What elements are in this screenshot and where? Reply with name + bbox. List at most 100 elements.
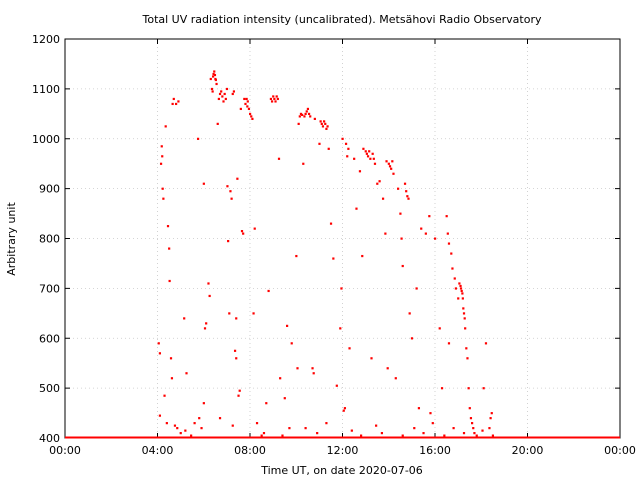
data-point [394,377,397,380]
y-tick-label: 1000 [32,133,60,146]
data-point [283,397,286,400]
data-point [205,322,208,325]
data-point [397,187,400,190]
data-point [399,212,402,215]
x-tick-label: 12:00 [327,444,359,457]
data-point [170,377,174,380]
data-point [405,190,408,193]
data-point [161,187,164,190]
y-tick-label: 800 [39,233,60,246]
data-point [468,407,471,410]
data-point [281,434,284,437]
data-point [309,115,312,118]
y-tick-label: 600 [39,332,60,345]
chart-title: Total UV radiation intensity (uncalibrat… [142,13,542,26]
data-point [408,312,411,315]
data-point [240,230,244,233]
y-tick-label: 500 [39,382,60,395]
data-point [401,434,404,437]
data-point [222,100,225,103]
data-point [446,232,449,235]
data-point [339,327,342,330]
data-point [158,352,162,355]
data-point [385,160,388,163]
data-point [380,432,384,435]
data-point [361,254,364,258]
data-point [491,434,495,437]
data-point [290,342,293,345]
data-point [406,195,409,198]
data-point [325,422,328,425]
data-point [482,387,485,390]
data-point [238,389,241,392]
data-point [321,125,325,128]
y-axis-label: Arbitrary unit [5,202,18,276]
data-point [255,422,259,425]
data-point [369,157,372,160]
data-point [342,409,345,412]
x-tick-label: 00:00 [604,444,636,457]
data-point [362,147,365,150]
data-point [224,97,227,101]
data-point [376,182,379,185]
data-point [443,434,446,437]
data-point [193,422,196,425]
data-point [318,142,321,145]
data-point [319,120,322,123]
data-point [312,372,315,375]
data-point [296,367,299,370]
data-point [252,312,255,315]
data-point [198,417,201,420]
data-point [223,92,226,96]
data-point [360,434,363,437]
data-point [388,165,392,168]
data-point [460,289,463,293]
y-ticks: 400 500 600 700 800 900 1000 1100 1200 [32,33,620,445]
data-point [431,422,434,425]
data-point [218,417,222,420]
data-point [463,317,466,320]
x-tick-label: 08:00 [234,444,266,457]
data-point [262,432,266,435]
data-point [403,182,407,185]
data-point [316,432,319,435]
data-point [249,112,252,116]
data-point [429,412,432,415]
data-point [200,427,203,430]
x-tick-label: 20:00 [512,444,544,457]
data-point [488,427,491,430]
data-point [475,434,478,437]
data-point [355,207,358,210]
data-point [302,162,305,165]
data-point [211,90,214,93]
data-point [216,122,219,125]
data-point [226,185,229,188]
data-point [350,429,353,432]
y-tick-label: 700 [39,282,60,295]
data-point [457,297,460,300]
data-point [346,155,349,158]
data-point [489,417,492,420]
data-point [375,424,378,427]
data-point [452,427,455,430]
data-point [250,115,253,118]
data-point [473,432,476,435]
data-point [341,137,344,140]
data-point [438,327,441,330]
data-point [340,287,343,290]
data-point [227,239,230,243]
data-point [179,432,182,435]
data-point [440,387,444,390]
data-point [467,387,470,390]
data-point [428,215,431,218]
data-point [305,110,308,113]
data-point [163,394,166,397]
data-point [332,257,335,260]
data-point [392,172,395,175]
data-point [190,434,193,437]
data-point [365,152,368,155]
data-point [461,297,464,300]
data-point [276,97,279,101]
data-point [384,232,387,235]
